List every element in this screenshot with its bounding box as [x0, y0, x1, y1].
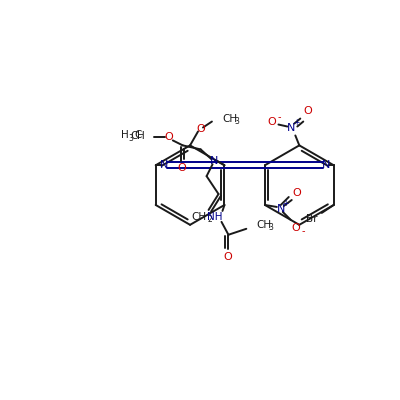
- Text: O: O: [267, 116, 276, 126]
- Text: +: +: [293, 118, 300, 127]
- Text: CH: CH: [191, 212, 206, 222]
- Text: CH: CH: [223, 114, 238, 124]
- Text: H: H: [137, 132, 145, 142]
- Text: CH: CH: [256, 220, 271, 230]
- Text: O: O: [197, 124, 205, 134]
- Text: NH: NH: [207, 212, 222, 222]
- Text: +: +: [282, 200, 289, 208]
- Text: O: O: [291, 223, 300, 233]
- Text: N: N: [287, 122, 296, 132]
- Text: O: O: [223, 252, 232, 262]
- Text: O: O: [164, 132, 173, 142]
- Text: 3: 3: [268, 223, 273, 232]
- Text: -: -: [278, 112, 281, 122]
- Text: O: O: [177, 163, 186, 173]
- Text: O: O: [292, 188, 301, 198]
- Text: N: N: [210, 156, 219, 166]
- Text: C: C: [131, 132, 138, 142]
- Text: -: -: [302, 226, 305, 236]
- Text: Br: Br: [306, 214, 318, 224]
- Text: N: N: [322, 160, 330, 170]
- Text: O: O: [304, 106, 313, 116]
- Text: C: C: [134, 130, 142, 140]
- Text: H: H: [121, 130, 129, 140]
- Text: 3: 3: [235, 117, 240, 126]
- Text: 3: 3: [129, 134, 134, 143]
- Text: N: N: [277, 204, 285, 214]
- Text: 2: 2: [207, 215, 212, 224]
- Text: N: N: [160, 160, 168, 170]
